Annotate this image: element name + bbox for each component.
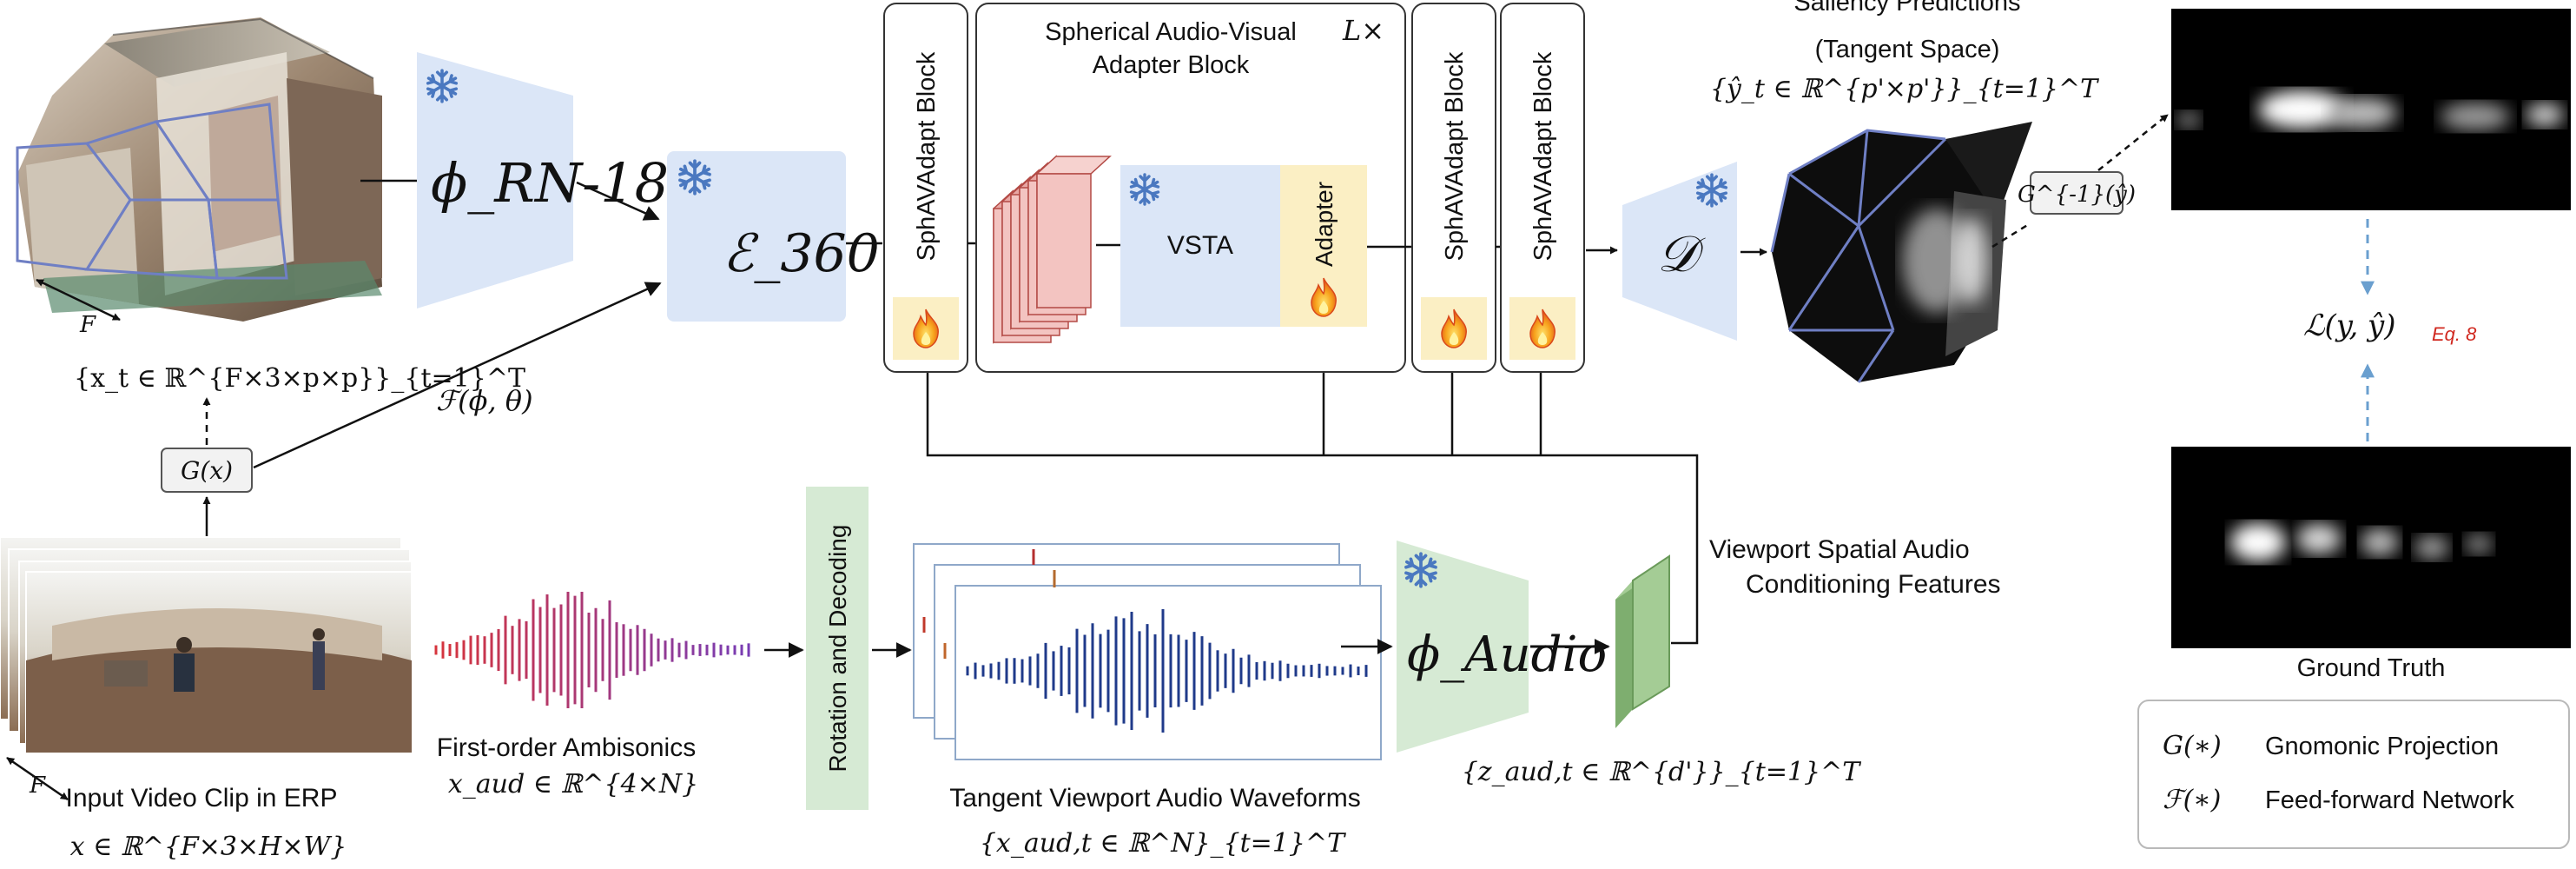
tangent-caption: Tangent Viewport Audio Waveforms (949, 784, 1361, 813)
legend-symbol-1: G(∗) (2163, 731, 2222, 761)
sphavadapt-block-2: SphAVAdapt Block (1411, 3, 1496, 373)
erp-video-frames (0, 536, 413, 753)
rn18-label: ϕ_RN-18 (431, 151, 669, 215)
tangent-waveform-front (966, 608, 1368, 733)
loss-label: ℒ(y, ŷ) (2303, 308, 2396, 343)
predicted-saliency-map (2171, 9, 2571, 210)
ambisonics-caption: First-order Ambisonics (437, 733, 696, 762)
conditioning-line1: Viewport Spatial Audio (1709, 535, 1970, 564)
prediction-title-line1: Saliency Predictions (1793, 0, 2020, 17)
projection-label: G(x) (181, 456, 233, 485)
e360-encoder: ℰ_360° (667, 151, 906, 322)
ambisonics-waveform (434, 591, 750, 709)
erp-f-label: F (29, 773, 46, 799)
feature-stack (993, 155, 1112, 344)
decoder: 𝒟 (1622, 162, 1737, 341)
repeat-label: L× (1342, 14, 1384, 47)
cube-f-label: F (79, 312, 96, 338)
sphavadapt-block-3: SphAVAdapt Block (1500, 3, 1585, 373)
ground-truth-caption: Ground Truth (2297, 654, 2446, 682)
projection-box (161, 448, 253, 493)
e360-label: ℰ_360° (723, 223, 906, 284)
block-label: SphAVAdapt Block (1529, 51, 1557, 261)
block-label: SphAVAdapt Block (913, 51, 941, 261)
legend-text-1: Gnomonic Projection (2265, 733, 2499, 760)
prediction-math: {ŷ_t ∈ ℝ^{p'×p'}}_{t=1}^T (1710, 74, 2099, 104)
group-title-line1: Spherical Audio-Visual (1045, 18, 1297, 46)
legend-text-2: Feed-forward Network (2265, 786, 2514, 814)
adapter-label: Adapter (1311, 182, 1338, 267)
rotation-label: Rotation and Decoding (824, 525, 851, 773)
inverse-projection-box (2030, 171, 2124, 215)
erp-caption: Input Video Clip in ERP (66, 784, 338, 813)
rn18-encoder: ϕ_RN-18 (417, 52, 669, 308)
group-title-line2: Adapter Block (1093, 51, 1250, 79)
conditioning-line2: Conditioning Features (1746, 570, 2001, 599)
feature-math: {z_aud,t ∈ ℝ^{d'}}_{t=1}^T (1462, 757, 1862, 787)
legend-symbol-2: ℱ(∗) (2163, 785, 2221, 815)
tangent-math: {x_aud,t ∈ ℝ^N}_{t=1}^T (980, 828, 1346, 859)
rotation-decoding-block (806, 487, 869, 810)
audio-feature-slab (1615, 554, 1670, 728)
sphavadapt-block-1: SphAVAdapt Block (883, 3, 968, 373)
tangent-waveforms (913, 543, 1382, 760)
saliency-sphere (1770, 122, 2032, 383)
ambisonics-math: x_aud ∈ ℝ^{4×N} (448, 769, 698, 799)
inverse-label: G^{-1}(ŷ) (2018, 182, 2136, 208)
feedforward-label: ℱ(ϕ, θ) (436, 384, 533, 417)
legend: G(∗) Gnomonic Projection ℱ(∗) Feed-forwa… (2137, 700, 2570, 849)
audio-encoder: ϕ_Audio (1397, 541, 1607, 753)
block-label: SphAVAdapt Block (1441, 51, 1469, 261)
vsta-label: VSTA (1167, 231, 1233, 260)
erp-math: x ∈ ℝ^{F×3×H×W} (70, 832, 347, 862)
tangent-patches-image (16, 17, 382, 322)
spherical-adapter-group: Spherical Audio-Visual Adapter Block L× … (975, 3, 1406, 373)
loss-eq-ref: Eq. 8 (2432, 323, 2477, 345)
ground-truth-map (2171, 447, 2571, 648)
prediction-title-line2: (Tangent Space) (1815, 36, 2000, 63)
audio-encoder-label: ϕ_Audio (1407, 627, 1607, 683)
